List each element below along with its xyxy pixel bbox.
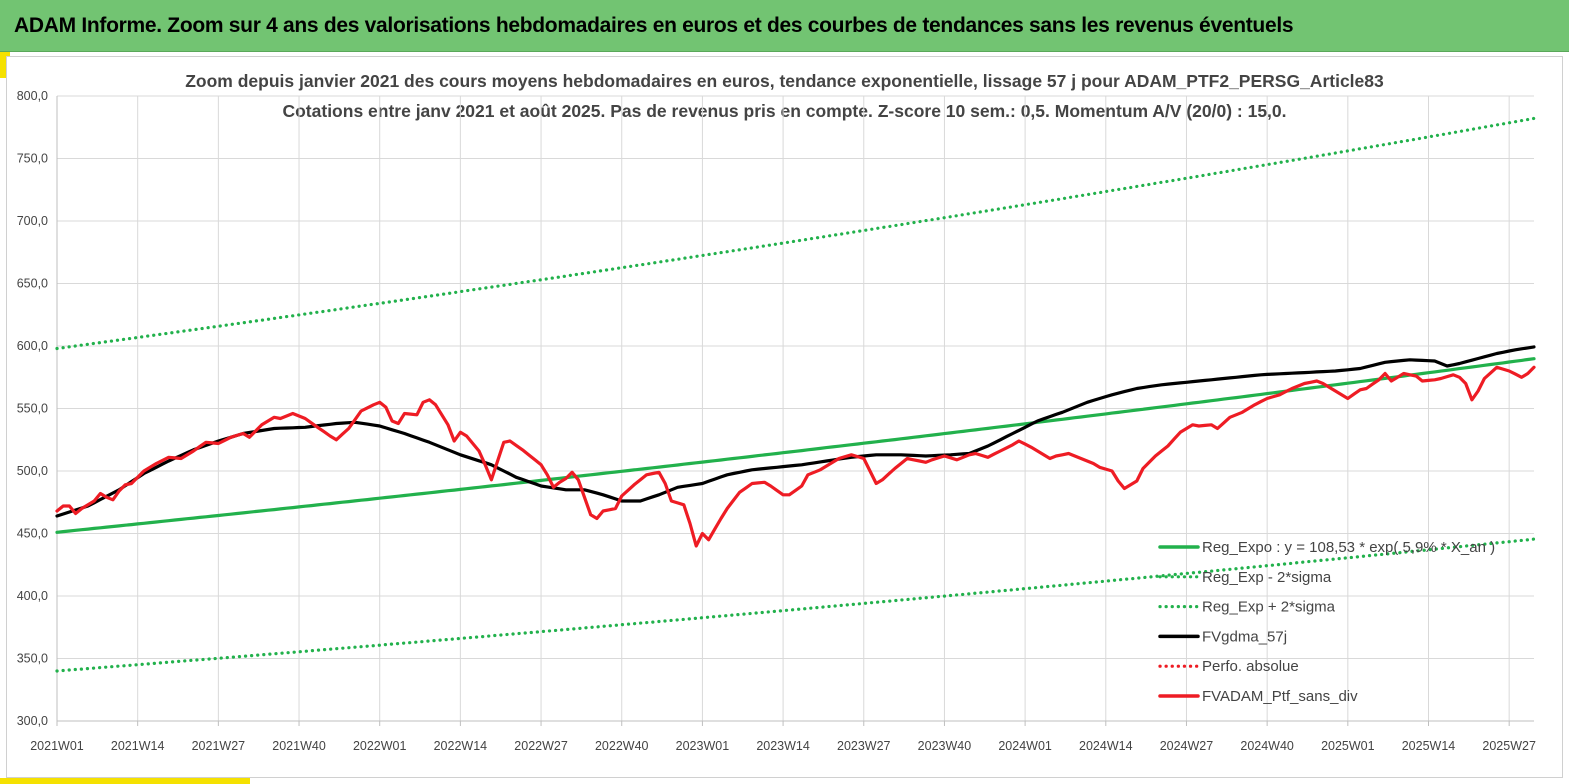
x-tick-label: 2024W27 [1160,739,1214,753]
series-line-0 [55,357,1536,534]
y-tick-label: 500,0 [17,464,48,478]
x-tick-label: 2025W27 [1482,739,1536,753]
x-tick-label: 2023W40 [918,739,972,753]
x-tick-label: 2023W14 [756,739,810,753]
legend-label: Perfo. absolue [1202,658,1299,675]
y-tick-label: 600,0 [17,339,48,353]
y-tick-label: 700,0 [17,214,48,228]
y-tick-label: 800,0 [17,89,48,103]
x-tick-label: 2023W27 [837,739,891,753]
y-tick-label: 650,0 [17,277,48,291]
chart-subtitle: Cotations entre janv 2021 et août 2025. … [282,101,1287,121]
accent-bar-top [0,52,10,78]
accent-bar-bottom [0,778,250,784]
x-tick-label: 2023W01 [676,739,730,753]
x-tick-label: 2021W14 [111,739,165,753]
x-tick-label: 2024W14 [1079,739,1133,753]
x-tick-label: 2021W40 [272,739,326,753]
header-banner: ADAM Informe. Zoom sur 4 ans des valoris… [0,0,1569,52]
x-tick-label: 2021W01 [30,739,84,753]
page-title: ADAM Informe. Zoom sur 4 ans des valoris… [14,14,1294,37]
x-tick-label: 2021W27 [192,739,246,753]
legend-label: FVgdma_57j [1202,628,1287,645]
y-tick-label: 750,0 [17,152,48,166]
y-tick-label: 400,0 [17,589,48,603]
x-tick-label: 2022W40 [595,739,649,753]
x-tick-label: 2022W14 [434,739,488,753]
chart-title: Zoom depuis janvier 2021 des cours moyen… [185,71,1384,91]
x-tick-label: 2022W27 [514,739,568,753]
x-tick-label: 2025W01 [1321,739,1375,753]
x-tick-label: 2024W01 [998,739,1052,753]
legend-label: FVADAM_Ptf_sans_div [1202,688,1358,705]
series-line-3 [55,345,1536,518]
x-tick-label: 2022W01 [353,739,407,753]
x-tick-label: 2024W40 [1240,739,1294,753]
y-tick-label: 300,0 [17,714,48,728]
y-tick-label: 550,0 [17,402,48,416]
legend-label: Reg_Exp + 2*sigma [1202,599,1336,616]
chart-area [6,56,1563,778]
y-tick-label: 450,0 [17,527,48,541]
legend-label: Reg_Expo : y = 108,53 * exp( 5,9% * X_an… [1202,539,1495,556]
legend-label: Reg_Exp - 2*sigma [1202,569,1332,586]
series-line-2 [55,116,1536,351]
x-tick-label: 2025W14 [1402,739,1456,753]
series-line-5 [55,365,1536,548]
y-tick-label: 350,0 [17,652,48,666]
